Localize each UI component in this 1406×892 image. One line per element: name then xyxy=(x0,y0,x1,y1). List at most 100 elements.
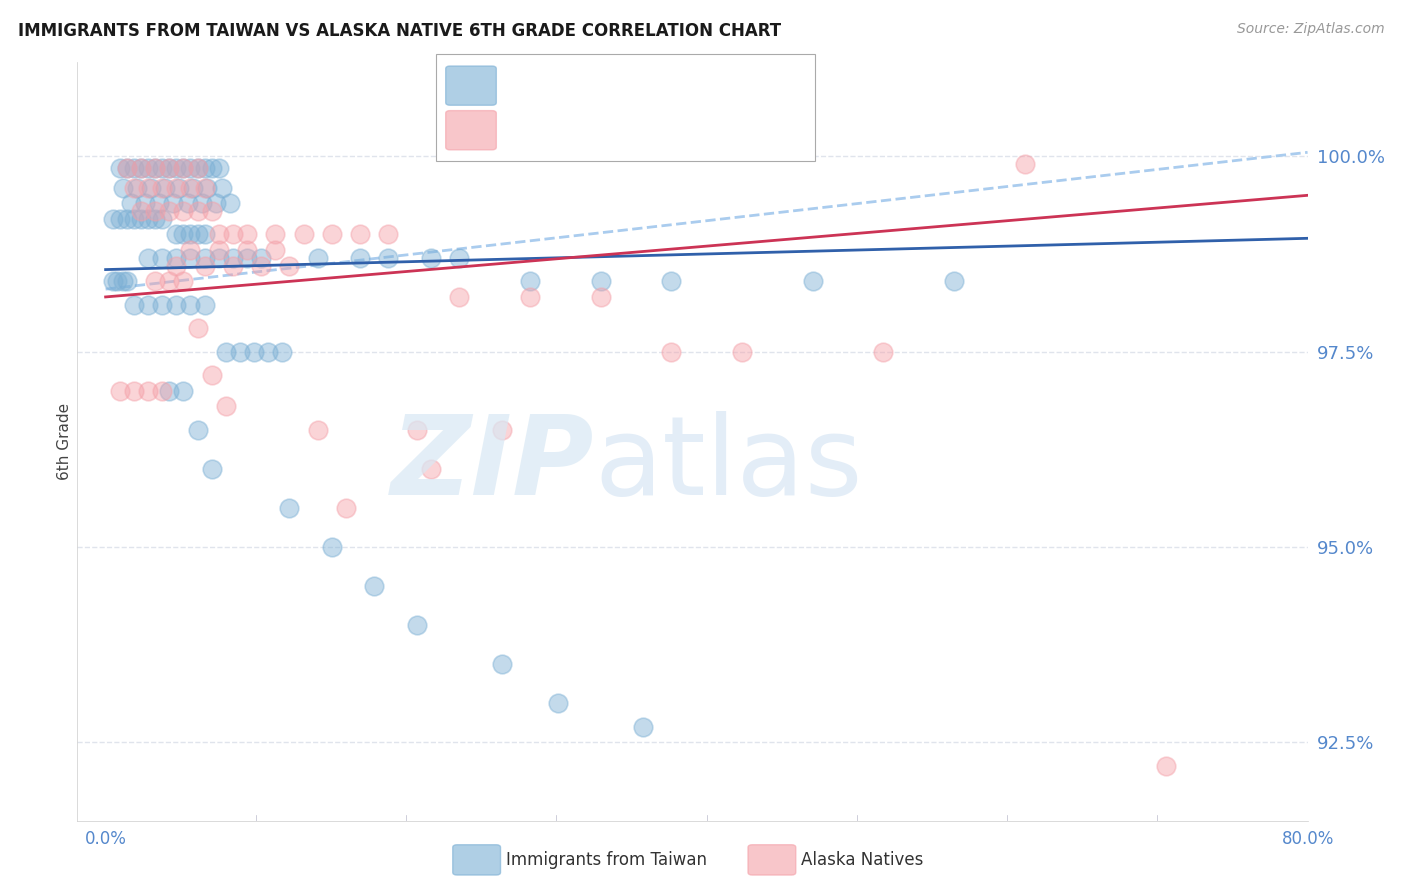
Text: Alaska Natives: Alaska Natives xyxy=(801,851,924,869)
Point xyxy=(172,161,194,175)
Point xyxy=(157,161,180,175)
Point xyxy=(194,161,217,175)
Point xyxy=(157,161,180,175)
Point xyxy=(257,344,280,359)
Point xyxy=(335,500,357,515)
Point xyxy=(197,180,219,194)
Point xyxy=(236,243,259,257)
Point xyxy=(186,321,208,335)
Point xyxy=(157,274,180,288)
Point xyxy=(143,211,166,226)
Point xyxy=(236,227,259,242)
Point xyxy=(111,274,134,288)
Point xyxy=(547,697,569,711)
Point xyxy=(136,161,159,175)
Point xyxy=(143,274,166,288)
Point xyxy=(122,180,145,194)
Point xyxy=(349,227,371,242)
Point xyxy=(208,251,231,265)
Point xyxy=(659,344,682,359)
Point xyxy=(167,180,190,194)
Point xyxy=(165,251,187,265)
Point xyxy=(321,227,343,242)
Point xyxy=(172,227,194,242)
Point xyxy=(419,462,441,476)
Point xyxy=(229,344,252,359)
Point xyxy=(129,161,152,175)
Point xyxy=(194,180,217,194)
Point xyxy=(136,384,159,398)
Point xyxy=(191,196,214,211)
Point xyxy=(186,161,208,175)
Text: Source: ZipAtlas.com: Source: ZipAtlas.com xyxy=(1237,22,1385,37)
Point xyxy=(181,180,204,194)
Text: ZIP: ZIP xyxy=(391,411,595,517)
Point xyxy=(194,259,217,273)
Point xyxy=(115,161,138,175)
Point xyxy=(519,274,541,288)
Point xyxy=(165,298,187,312)
Text: R = 0.201   N = 58: R = 0.201 N = 58 xyxy=(503,121,673,139)
Point xyxy=(194,251,217,265)
Point xyxy=(250,251,273,265)
Text: R = 0.051   N = 93: R = 0.051 N = 93 xyxy=(503,77,673,95)
Point xyxy=(150,211,173,226)
Point xyxy=(243,344,266,359)
Point xyxy=(222,251,245,265)
Point xyxy=(139,180,162,194)
Point xyxy=(153,180,176,194)
Point xyxy=(264,227,287,242)
Point xyxy=(115,274,138,288)
Point xyxy=(115,161,138,175)
Point xyxy=(111,180,134,194)
Point xyxy=(219,196,242,211)
Point xyxy=(250,259,273,273)
Point xyxy=(589,290,612,304)
Point xyxy=(165,227,187,242)
Point xyxy=(215,400,238,414)
Point xyxy=(201,462,224,476)
Point xyxy=(143,203,166,218)
Point xyxy=(122,298,145,312)
Point xyxy=(201,203,224,218)
Point xyxy=(1014,157,1036,171)
Point xyxy=(186,423,208,437)
Point xyxy=(211,180,233,194)
Point xyxy=(165,259,187,273)
Point xyxy=(136,180,159,194)
Point xyxy=(201,161,224,175)
Point xyxy=(150,180,173,194)
Point xyxy=(101,274,124,288)
Text: Immigrants from Taiwan: Immigrants from Taiwan xyxy=(506,851,707,869)
Point xyxy=(405,423,427,437)
Point xyxy=(449,251,471,265)
Point xyxy=(136,251,159,265)
Point xyxy=(165,180,187,194)
Point xyxy=(179,243,201,257)
Point xyxy=(292,227,315,242)
Point xyxy=(659,274,682,288)
Text: atlas: atlas xyxy=(595,411,862,517)
Point xyxy=(491,657,513,672)
Point xyxy=(150,298,173,312)
Point xyxy=(519,290,541,304)
Point xyxy=(215,344,238,359)
Point xyxy=(129,211,152,226)
Point xyxy=(222,259,245,273)
Point xyxy=(179,298,201,312)
Point xyxy=(136,298,159,312)
Point xyxy=(801,274,824,288)
Point xyxy=(129,203,152,218)
Point xyxy=(122,384,145,398)
Point xyxy=(176,196,198,211)
Point xyxy=(120,196,142,211)
Point xyxy=(101,211,124,226)
Point xyxy=(419,251,441,265)
Point xyxy=(208,161,231,175)
Point xyxy=(143,161,166,175)
Point xyxy=(872,344,894,359)
Point xyxy=(363,579,385,593)
Point xyxy=(943,274,966,288)
Point xyxy=(307,251,329,265)
Point xyxy=(172,274,194,288)
